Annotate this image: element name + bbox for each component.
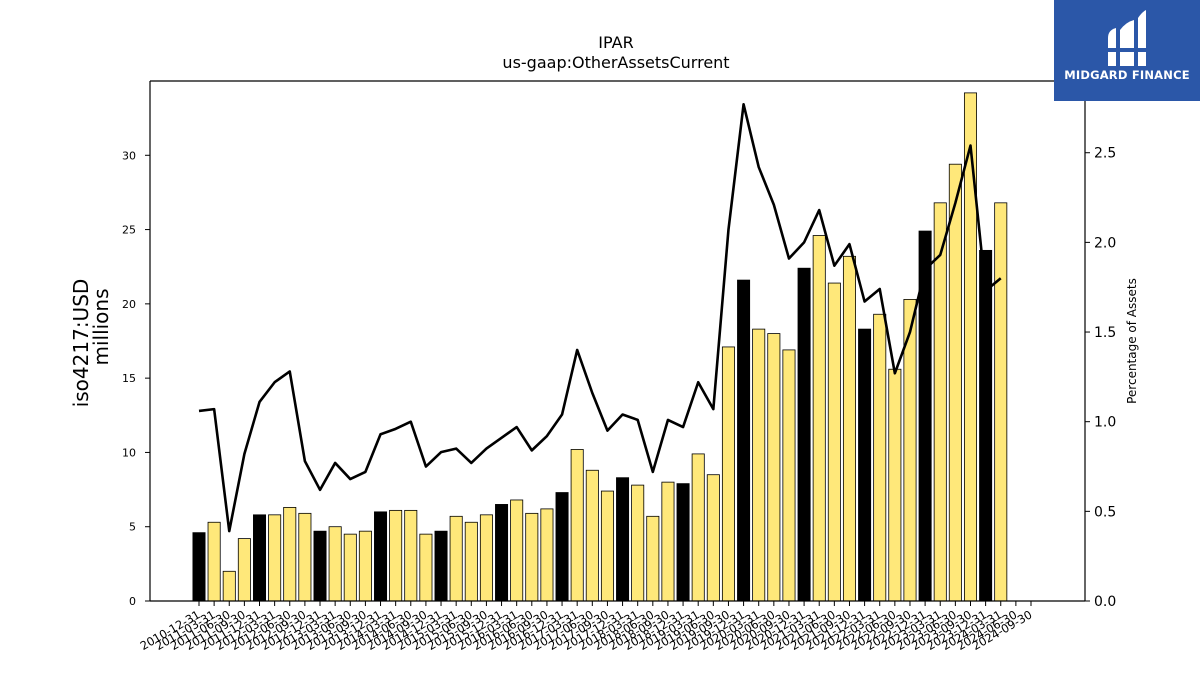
bar-2014-03-31 <box>389 509 403 602</box>
bar-2019-03-31 <box>691 453 705 602</box>
bar-2016-09-30 <box>540 508 554 602</box>
right-axis-label: Percentage of Assets <box>1125 278 1139 404</box>
bar-2022-06-30 <box>888 368 902 602</box>
logo-text: MIDGARD FINANCE <box>1064 68 1190 82</box>
right-tick-label: 0.0 <box>1094 594 1116 610</box>
right-tick-label: 2.5 <box>1094 146 1116 162</box>
bar-2014-12-31 <box>434 530 448 602</box>
bar-2013-03-31 <box>328 526 342 602</box>
left-tick-label: 0 <box>129 595 136 608</box>
bar-2017-09-30 <box>600 490 614 602</box>
bar-2017-06-30 <box>585 469 599 602</box>
right-tick-label: 0.5 <box>1094 504 1116 520</box>
bar-2011-03-31 <box>207 521 221 602</box>
right-tick-label: 1.0 <box>1094 415 1116 431</box>
bar-2018-03-31 <box>631 484 645 602</box>
right-tick-label: 1.5 <box>1094 325 1116 341</box>
bar-2015-09-30 <box>479 514 493 602</box>
bar-2012-03-31 <box>268 514 282 602</box>
bar-2019-12-31 <box>737 279 751 602</box>
chart-subtitle: us-gaap:OtherAssetsCurrent <box>502 53 729 72</box>
bar-2020-12-31 <box>797 267 811 602</box>
bar-2012-09-30 <box>298 512 312 602</box>
bar-2015-12-31 <box>495 504 509 602</box>
left-axis-label-line2: millions <box>89 288 113 365</box>
bar-2020-06-30 <box>767 333 781 602</box>
bar-2014-09-30 <box>419 533 433 602</box>
bar-2023-09-30 <box>963 92 977 602</box>
bar-2016-06-30 <box>525 512 539 602</box>
bar-2023-12-31 <box>979 249 993 602</box>
bar-2020-09-30 <box>782 349 796 602</box>
left-tick-label: 5 <box>129 521 136 534</box>
bar-2019-06-30 <box>706 474 720 602</box>
bar-2022-03-31 <box>873 313 887 602</box>
left-tick-label: 15 <box>122 372 136 385</box>
bar-2024-03-31 <box>994 202 1008 602</box>
bar-2021-12-31 <box>858 328 872 602</box>
percentage-line <box>198 103 1002 533</box>
bar-2013-09-30 <box>358 530 372 602</box>
bar-2018-12-31 <box>676 483 690 602</box>
bar-2010-12-31 <box>192 532 206 602</box>
right-tick-label: 2.0 <box>1094 235 1116 251</box>
bar-2013-06-30 <box>343 533 357 602</box>
bar-2017-12-31 <box>616 477 630 602</box>
bar-2012-06-30 <box>283 506 297 602</box>
bar-2020-03-31 <box>752 328 766 602</box>
bar-2015-03-31 <box>449 515 463 602</box>
brand-logo: MIDGARD FINANCE <box>1054 0 1200 101</box>
left-tick-label: 30 <box>122 149 136 162</box>
bar-2018-06-30 <box>646 515 660 602</box>
bar-2019-09-30 <box>721 346 735 602</box>
bar-2021-06-30 <box>827 282 841 602</box>
bar-2012-12-31 <box>313 530 327 602</box>
bar-2011-06-30 <box>222 570 236 602</box>
bar-2014-06-30 <box>404 509 418 602</box>
left-axis-label-line1: iso4217:USD <box>69 279 93 408</box>
left-tick-label: 10 <box>122 446 136 459</box>
plot-area: 0510152025300.00.51.01.52.02.52010-12-31… <box>69 33 1139 653</box>
left-tick-label: 20 <box>122 298 136 311</box>
bar-2018-09-30 <box>661 481 675 602</box>
chart-title: IPAR <box>598 33 633 52</box>
bar-2021-09-30 <box>842 255 856 602</box>
bar-2016-12-31 <box>555 492 569 602</box>
logo-mark-icon <box>1104 10 1150 66</box>
bar-2011-09-30 <box>237 538 251 602</box>
bar-2021-03-31 <box>812 235 826 602</box>
bar-2017-03-31 <box>570 449 584 602</box>
bar-2013-12-31 <box>374 511 388 602</box>
bar-2023-06-30 <box>948 163 962 602</box>
left-tick-label: 25 <box>122 224 136 237</box>
bar-2016-03-31 <box>510 499 524 602</box>
bar-2023-03-31 <box>933 202 947 602</box>
bar-2011-12-31 <box>253 514 267 602</box>
bar-2015-06-30 <box>464 521 478 602</box>
